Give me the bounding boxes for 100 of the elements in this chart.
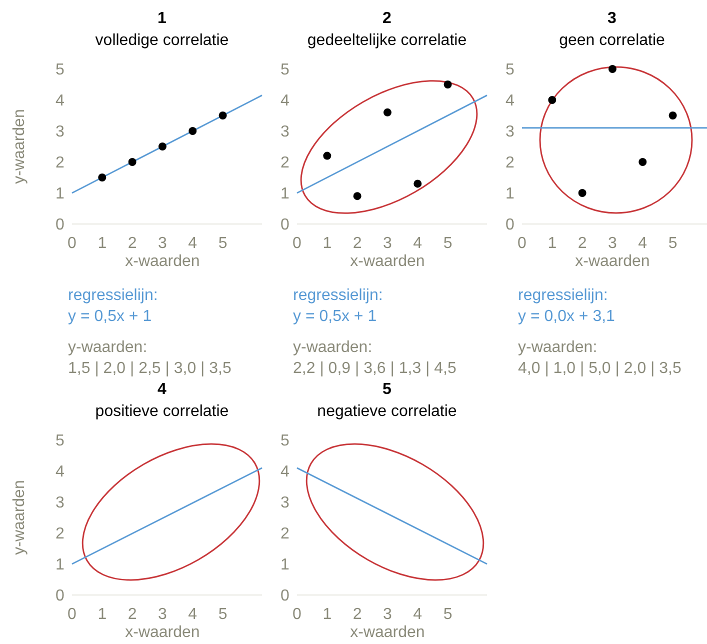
text: y-waarden: (68, 339, 148, 356)
point (128, 158, 136, 166)
x-tick-label: 2 (578, 235, 587, 252)
text: 1,5 | 2,0 | 2,5 | 3,0 | 3,5 (68, 360, 232, 377)
text: y = 0,5x + 1 (293, 308, 377, 325)
y-tick-label: 3 (280, 124, 290, 141)
x-tick-label: 4 (413, 235, 422, 252)
point (353, 192, 362, 200)
y-tick-label: 3 (280, 494, 290, 512)
point (98, 174, 106, 182)
y-tick-label: 0 (280, 216, 290, 234)
y-tick-label: 1 (280, 186, 290, 203)
chart-title: 4 (158, 381, 167, 398)
y-tick-label: 2 (56, 526, 65, 543)
x-axis-title: x-waarden (125, 624, 200, 641)
text: y-waarden: (518, 339, 598, 356)
x-tick-label: 2 (352, 606, 362, 623)
x-axis-title: x-waarden (575, 253, 650, 270)
point (638, 158, 647, 166)
x-tick-label: 0 (68, 606, 77, 623)
y-tick-label: 0 (506, 216, 515, 234)
x-tick-label: 4 (413, 606, 422, 623)
y-axis-title: y-waarden (11, 480, 28, 555)
x-tick-label: 1 (322, 606, 332, 623)
y-tick-label: 2 (280, 526, 290, 543)
x-tick-label: 3 (383, 235, 392, 252)
y-tick-label: 5 (56, 432, 65, 450)
chart-subtitle: geen correlatie (559, 32, 666, 49)
text: y-waarden: (293, 339, 372, 356)
point (608, 65, 616, 73)
chart-subtitle: gedeeltelijke correlatie (307, 32, 467, 49)
y-tick-label: 5 (56, 62, 65, 79)
chart-title: 5 (382, 381, 392, 398)
y-tick-label: 5 (280, 432, 290, 450)
y-tick-label: 4 (280, 464, 290, 481)
x-tick-label: 2 (352, 235, 362, 252)
point (444, 80, 452, 88)
x-tick-label: 4 (638, 235, 648, 252)
x-tick-label: 4 (188, 606, 198, 623)
x-tick-label: 5 (668, 235, 678, 252)
x-tick-label: 0 (292, 606, 302, 623)
chart-subtitle: volledige correlatie (95, 32, 229, 49)
x-tick-label: 0 (68, 235, 77, 252)
y-tick-label: 3 (56, 494, 65, 512)
text: y = 0,0x + 3,1 (518, 308, 616, 325)
x-tick-label: 1 (322, 235, 332, 252)
x-tick-label: 1 (548, 235, 557, 252)
y-tick-label: 0 (56, 216, 65, 234)
y-tick-label: 4 (506, 92, 515, 110)
x-axis-title: x-waarden (350, 624, 425, 641)
x-tick-label: 5 (218, 606, 228, 623)
y-tick-label: 5 (280, 62, 290, 79)
x-tick-label: 5 (443, 235, 452, 252)
point (548, 96, 556, 104)
text: regressielijn: (518, 287, 608, 304)
y-tick-label: 5 (506, 62, 515, 79)
y-tick-label: 3 (506, 124, 515, 141)
y-tick-label: 1 (56, 186, 65, 203)
y-tick-label: 1 (280, 556, 290, 574)
x-axis-title: x-waarden (350, 253, 425, 270)
point (383, 108, 392, 116)
chart-title: 1 (158, 10, 167, 27)
y-tick-label: 0 (280, 588, 290, 605)
chart-subtitle: positieve correlatie (95, 403, 229, 420)
point (414, 180, 422, 188)
y-tick-label: 0 (56, 588, 65, 605)
text: 2,2 | 0,9 | 3,6 | 1,3 | 4,5 (293, 360, 456, 377)
y-tick-label: 4 (280, 92, 290, 110)
x-tick-label: 1 (98, 235, 107, 252)
x-tick-label: 2 (128, 606, 137, 623)
point (668, 112, 677, 120)
point (188, 127, 197, 135)
x-tick-label: 0 (292, 235, 302, 252)
x-tick-label: 5 (218, 235, 228, 252)
x-tick-label: 1 (98, 606, 107, 623)
y-tick-label: 4 (56, 92, 65, 110)
y-axis-title: y-waarden (11, 109, 28, 184)
x-tick-label: 5 (443, 606, 452, 623)
x-tick-label: 0 (518, 235, 527, 252)
point (218, 112, 227, 120)
chart-title: 2 (382, 10, 392, 27)
y-tick-label: 1 (56, 556, 65, 574)
x-axis-title: x-waarden (125, 253, 200, 270)
text: regressielijn: (293, 287, 383, 304)
chart-title: 3 (608, 10, 617, 27)
y-tick-label: 2 (56, 154, 65, 172)
y-tick-label: 2 (506, 154, 515, 172)
x-tick-label: 3 (608, 235, 618, 252)
x-tick-label: 3 (158, 606, 168, 623)
point (158, 142, 166, 150)
text: regressielijn: (68, 287, 158, 304)
point (323, 152, 332, 160)
x-tick-label: 4 (188, 235, 198, 252)
chart-subtitle: negatieve correlatie (317, 403, 457, 420)
point (578, 189, 586, 197)
y-tick-label: 4 (56, 464, 65, 481)
y-tick-label: 1 (506, 186, 515, 203)
y-tick-label: 3 (56, 124, 65, 141)
x-tick-label: 2 (128, 235, 137, 252)
text: y = 0,5x + 1 (68, 308, 152, 325)
